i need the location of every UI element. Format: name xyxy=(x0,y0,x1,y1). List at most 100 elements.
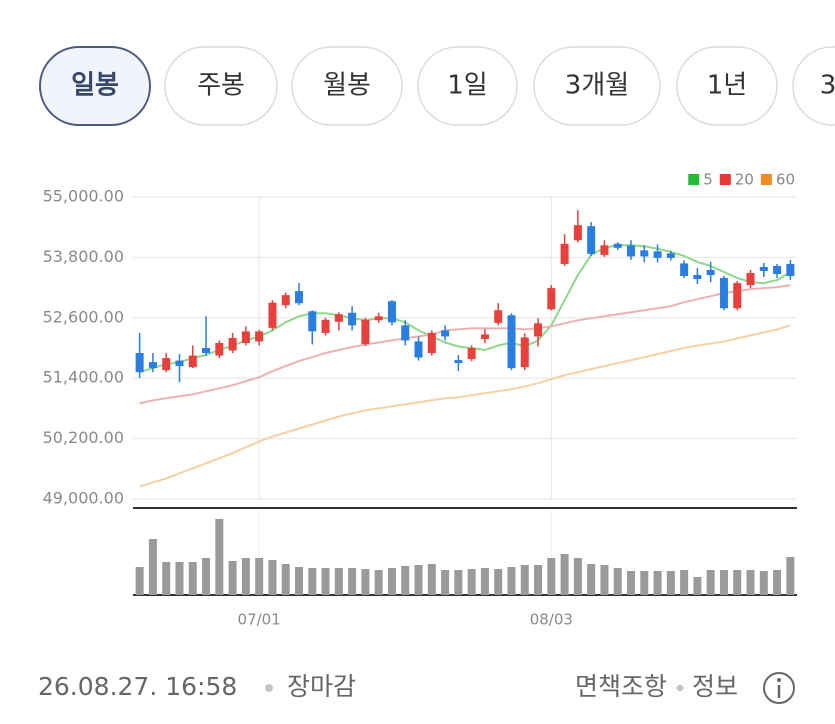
separator-dot xyxy=(265,684,273,692)
candle-body xyxy=(295,291,303,304)
legend-swatch xyxy=(760,174,772,185)
candle-body xyxy=(348,312,357,326)
candle-body xyxy=(228,337,237,351)
tab-pill[interactable] xyxy=(39,46,151,126)
candle-body xyxy=(281,295,290,306)
candle-body xyxy=(653,251,662,258)
tab[interactable]: 3 xyxy=(792,46,835,126)
tab[interactable]: 3개월 xyxy=(533,46,661,126)
tab[interactable]: 월봉 xyxy=(291,46,403,126)
volume-bar xyxy=(135,567,144,595)
info-icon[interactable] xyxy=(763,672,795,704)
candle-body xyxy=(188,355,197,368)
tab-label[interactable]: 일봉 xyxy=(71,71,119,101)
volume-bar xyxy=(573,558,582,595)
volume-bar xyxy=(746,570,755,595)
candle-body xyxy=(680,263,689,277)
tab-label[interactable]: 1년 xyxy=(707,71,747,101)
tab[interactable]: 1일 xyxy=(417,46,518,126)
volume-bar xyxy=(560,554,569,595)
info-icon-dot xyxy=(777,678,781,682)
volume-bar xyxy=(786,557,795,595)
volume-bar xyxy=(361,569,370,595)
volume-bar xyxy=(281,564,290,595)
volume-bar xyxy=(295,567,303,595)
volume-bar xyxy=(241,558,250,595)
candle-body xyxy=(786,263,795,277)
volume-bar xyxy=(148,539,157,595)
candle-body xyxy=(494,310,503,323)
candle-body xyxy=(507,315,516,369)
tab-bar: 일봉 주봉 월봉 1일 3개월 1년 3 xyxy=(39,46,835,126)
x-tick-label: 08/03 xyxy=(530,611,573,629)
tab[interactable]: 일봉 xyxy=(39,46,151,126)
tab-pill[interactable] xyxy=(533,46,661,126)
candle-body xyxy=(534,323,543,337)
info-link[interactable]: 정보 xyxy=(692,672,738,701)
candle-body xyxy=(613,243,622,248)
volume-bar xyxy=(613,568,622,595)
candle-body xyxy=(467,348,476,360)
candle-body xyxy=(361,319,370,344)
candle-body xyxy=(480,334,489,339)
volume-bar xyxy=(587,564,596,595)
candle-body xyxy=(640,250,649,257)
candle-body xyxy=(414,341,423,358)
candle-body xyxy=(547,288,556,310)
volume-bar xyxy=(693,577,702,595)
y-tick-label: 49,000.00 xyxy=(43,489,124,508)
tab-label[interactable]: 1일 xyxy=(447,71,487,101)
tab-pill[interactable] xyxy=(291,46,403,126)
volume-bar xyxy=(467,569,476,595)
tab-label[interactable]: 월봉 xyxy=(323,71,371,101)
candle-body xyxy=(427,332,436,354)
volume-bar xyxy=(334,568,343,595)
tab[interactable]: 주봉 xyxy=(164,46,278,126)
volume-bar xyxy=(162,562,171,595)
volume-bar xyxy=(733,570,742,595)
candle-body xyxy=(255,331,264,342)
volume-bar xyxy=(627,571,635,595)
volume-bar xyxy=(441,570,450,595)
volume-bar xyxy=(666,571,675,595)
y-tick-label: 52,600.00 xyxy=(43,307,124,326)
volume-bar xyxy=(454,570,463,595)
volume-bar xyxy=(534,565,543,595)
market-status: 장마감 xyxy=(287,672,356,701)
candle-body xyxy=(202,348,211,354)
volume-bar xyxy=(414,565,423,595)
volume-bar xyxy=(175,562,184,595)
candle-body xyxy=(600,245,609,255)
tab-pill[interactable] xyxy=(792,46,835,126)
legend-swatch xyxy=(719,174,731,185)
volume-bar xyxy=(321,568,330,595)
volume-bar xyxy=(308,568,317,595)
volume-bar xyxy=(255,558,264,595)
tab-label[interactable]: 3 xyxy=(820,71,835,101)
candle-body xyxy=(135,353,144,373)
volume-bar xyxy=(202,558,211,595)
tab-pill[interactable] xyxy=(417,46,518,126)
candle-body xyxy=(693,275,702,280)
tab-pill[interactable] xyxy=(676,46,778,126)
candle-body xyxy=(308,311,317,332)
candle-body xyxy=(268,302,277,328)
volume-bar xyxy=(773,570,782,595)
candle-body xyxy=(374,316,383,321)
volume-bar xyxy=(374,570,383,595)
volume-bar xyxy=(547,558,556,595)
candle-body xyxy=(560,243,569,264)
disclaimer-link[interactable]: 면책조항 xyxy=(575,672,667,701)
ma-line xyxy=(139,244,791,374)
tab[interactable]: 1년 xyxy=(676,46,778,126)
candle-body xyxy=(401,325,410,341)
volume-bar xyxy=(427,564,436,595)
tab-label[interactable]: 3개월 xyxy=(565,71,629,101)
tab-pill[interactable] xyxy=(164,46,278,126)
candle-body xyxy=(241,331,250,343)
candle-body xyxy=(520,337,529,368)
candle-body xyxy=(773,265,782,275)
volume-bar xyxy=(520,565,529,595)
tab-label[interactable]: 주봉 xyxy=(197,71,245,101)
